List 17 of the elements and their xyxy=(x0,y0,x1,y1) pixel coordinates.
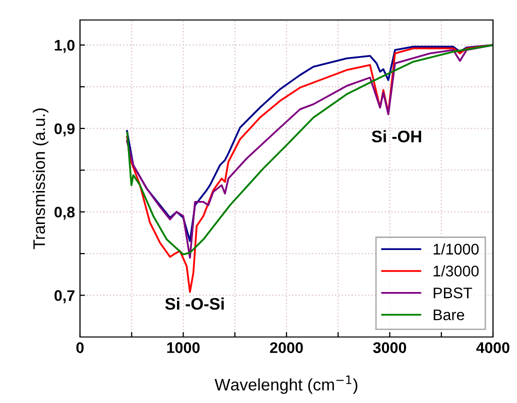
x-tick-label: 3000 xyxy=(373,342,406,354)
y-tick-label: 0,7 xyxy=(54,290,74,304)
legend-label: PBST xyxy=(434,288,472,298)
x-tick-label: 0 xyxy=(76,342,84,354)
x-axis-title: Wavelenght (cm$^{−1}$) xyxy=(214,376,358,394)
annotation: Si -O-Si xyxy=(165,298,224,310)
x-tick-label: 4000 xyxy=(476,342,510,354)
y-tick-label: 0,9 xyxy=(54,123,75,136)
annotation: Si -OH xyxy=(372,130,422,142)
x-tick-label: 2000 xyxy=(270,342,303,354)
y-tick-label: 1,0 xyxy=(54,40,75,53)
y-tick-label: 0,8 xyxy=(54,206,75,220)
legend-label: Bare xyxy=(434,310,464,320)
x-tick-label: 1000 xyxy=(167,342,200,354)
y-axis-title: Transmission (a.u.) xyxy=(32,108,48,250)
legend-label: 1/1000 xyxy=(434,243,479,255)
legend-label: 1/3000 xyxy=(434,265,479,276)
